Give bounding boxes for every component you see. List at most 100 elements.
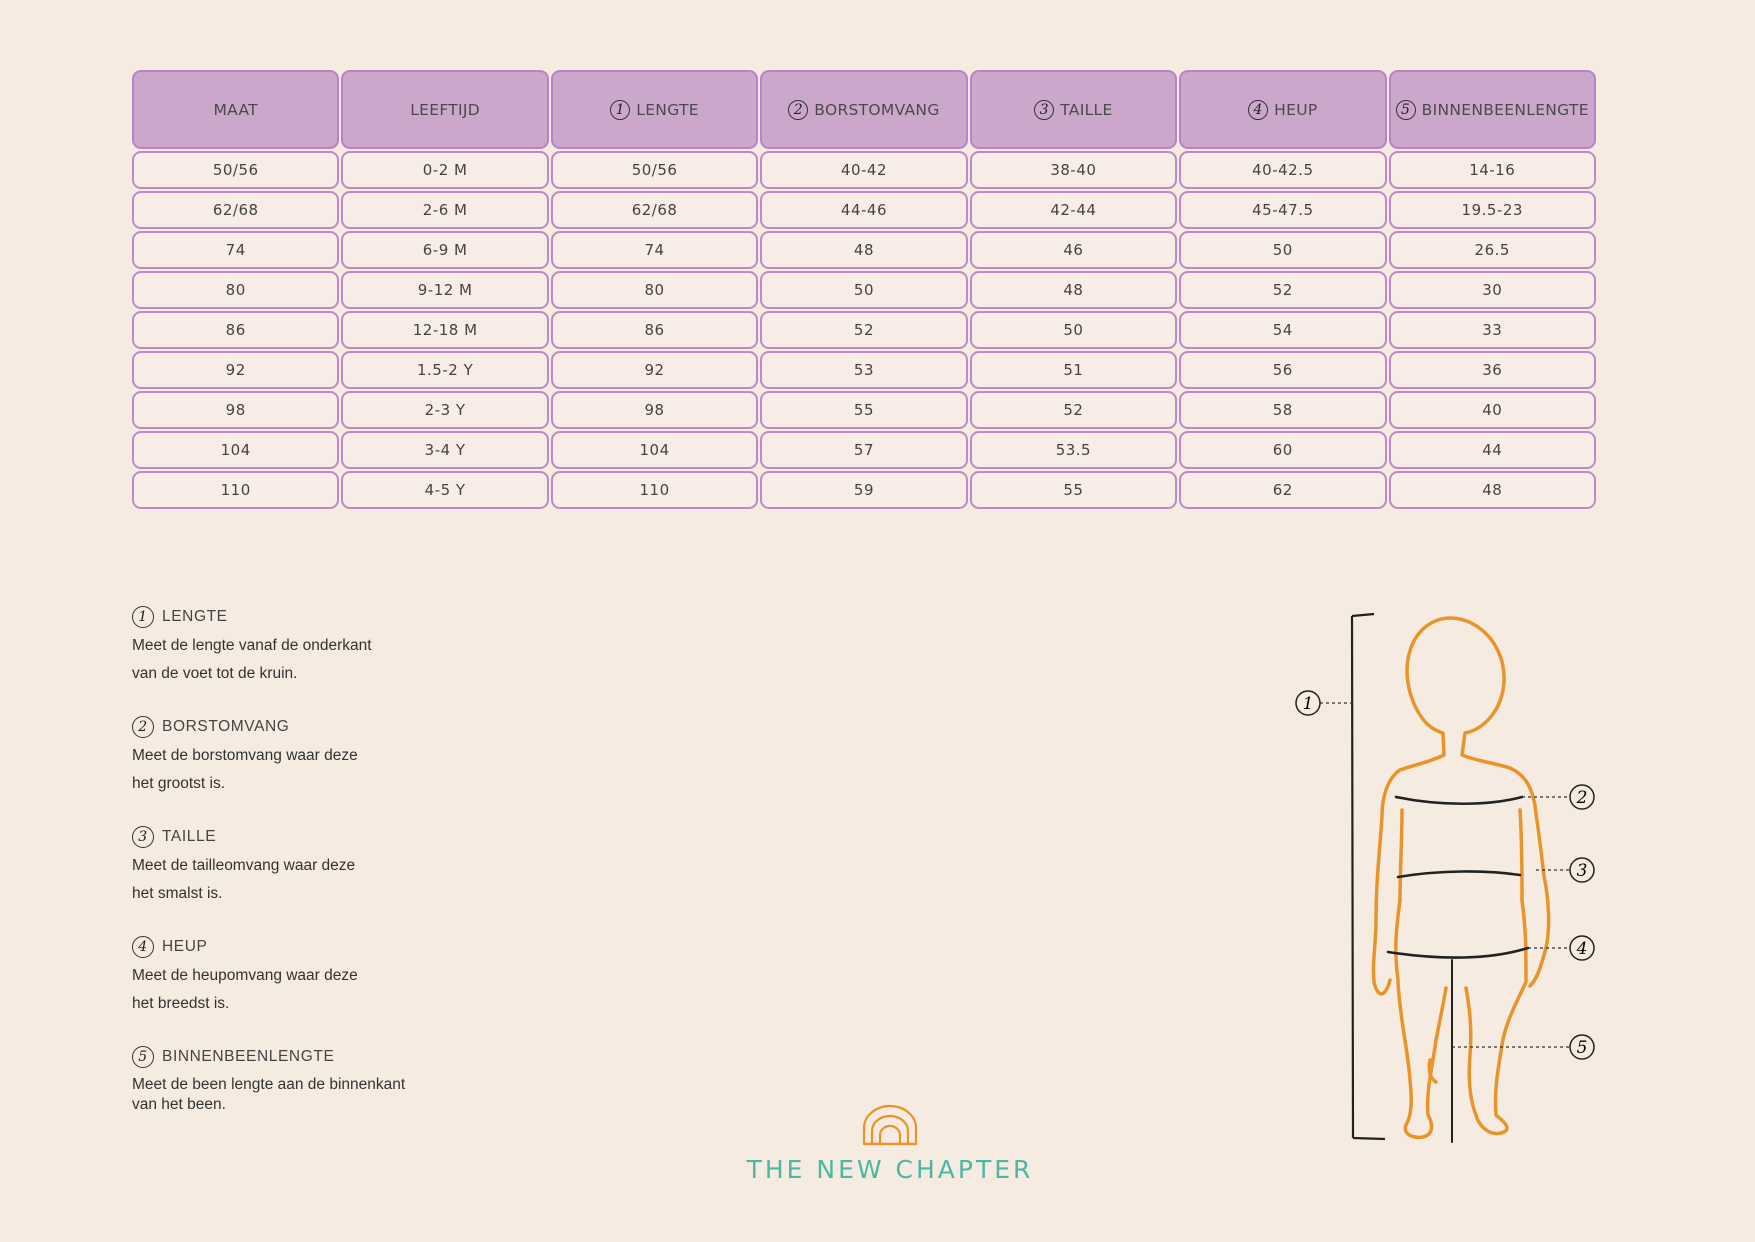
legend-title: 3 TAILLE [132, 825, 552, 849]
legend-item-taille: 3 TAILLE Meet de tailleomvang waar deze … [132, 825, 552, 908]
table-cell-binnenbeenlengte: 40 [1388, 391, 1596, 429]
legend-description: Meet de heupomvang waar deze het breedst… [132, 967, 358, 1012]
table-cell-taille: 42-44 [969, 191, 1178, 229]
header-cell-heup: 4 HEUP [1179, 70, 1387, 149]
table-cell-binnenbeenlengte: 44 [1388, 431, 1596, 469]
table-cell-lengte: 80 [550, 271, 759, 309]
legend-title: 1 LENGTE [132, 605, 552, 629]
table-cell-taille: 46 [969, 231, 1178, 269]
table-cell-maat: 50/56 [132, 151, 340, 189]
measurement-legend: 1 LENGTE Meet de lengte vanaf de onderka… [132, 605, 552, 1142]
header-label: LEEFTIJD [410, 100, 481, 119]
table-cell-maat: 62/68 [132, 191, 340, 229]
table-cell-lengte: 74 [550, 231, 759, 269]
table-cell-borstomvang: 59 [760, 471, 968, 509]
header-label: LENGTE [636, 100, 699, 119]
legend-title-text: HEUP [162, 938, 208, 955]
table-cell-leeftijd: 3-4 Y [341, 431, 549, 469]
number-1-badge: 1 [610, 99, 631, 120]
callout-label: 3 [1577, 861, 1588, 881]
legend-item-lengte: 1 LENGTE Meet de lengte vanaf de onderka… [132, 605, 552, 688]
table-cell-leeftijd: 4-5 Y [341, 471, 549, 509]
table-cell-borstomvang: 52 [760, 311, 968, 349]
table-cell-taille: 51 [969, 351, 1178, 389]
size-table: MAAT LEEFTIJD 1 LENGTE 2 BORSTOMVANG 3 T… [131, 69, 1597, 510]
table-row: 74 6-9 M 74 48 46 50 26.5 [131, 230, 1597, 270]
table-cell-maat: 110 [132, 471, 340, 509]
legend-description: Meet de tailleomvang waar deze het smals… [132, 857, 356, 902]
table-row: 104 3-4 Y 104 57 53.5 60 44 [131, 430, 1597, 470]
callout-4: 4 [1569, 935, 1595, 961]
table-cell-lengte: 98 [550, 391, 759, 429]
brand-name: THE NEW CHAPTER [746, 1155, 1034, 1184]
table-cell-heup: 50 [1179, 231, 1387, 269]
height-bracket [1350, 612, 1386, 1141]
table-cell-heup: 40-42.5 [1179, 151, 1387, 189]
table-cell-maat: 74 [132, 231, 340, 269]
table-cell-heup: 60 [1179, 431, 1387, 469]
table-row: 98 2-3 Y 98 55 52 58 40 [131, 390, 1597, 430]
table-cell-maat: 86 [132, 311, 340, 349]
table-cell-borstomvang: 57 [760, 431, 968, 469]
number-5-badge: 5 [132, 1046, 154, 1068]
table-cell-lengte: 50/56 [550, 151, 759, 189]
legend-title: 4 HEUP [132, 935, 552, 959]
table-cell-lengte: 86 [550, 311, 759, 349]
header-cell-leeftijd: LEEFTIJD [341, 70, 549, 149]
table-row: 80 9-12 M 80 50 48 52 30 [131, 270, 1597, 310]
table-row: 110 4-5 Y 110 59 55 62 48 [131, 470, 1597, 510]
rainbow-arch-icon [862, 1104, 918, 1146]
legend-description: Meet de borstomvang waar deze het groots… [132, 747, 358, 792]
table-cell-maat: 80 [132, 271, 340, 309]
number-3-badge: 3 [132, 826, 154, 848]
callout-label: 2 [1576, 788, 1588, 808]
table-cell-maat: 98 [132, 391, 340, 429]
table-cell-lengte: 110 [550, 471, 759, 509]
number-5-badge: 5 [1395, 99, 1416, 120]
table-cell-binnenbeenlengte: 48 [1388, 471, 1596, 509]
table-cell-leeftijd: 1.5-2 Y [341, 351, 549, 389]
table-cell-taille: 50 [969, 311, 1178, 349]
header-cell-binnenbeenlengte: 5 BINNENBEENLENGTE [1388, 70, 1596, 149]
table-row: 62/68 2-6 M 62/68 44-46 42-44 45-47.5 19.5-23 [131, 190, 1597, 230]
header-cell-taille: 3 TAILLE [969, 70, 1178, 149]
table-row: 92 1.5-2 Y 92 53 51 56 36 [131, 350, 1597, 390]
table-header-row: MAAT LEEFTIJD 1 LENGTE 2 BORSTOMVANG 3 T… [131, 69, 1597, 150]
table-cell-borstomvang: 50 [760, 271, 968, 309]
legend-description: Meet de been lengte aan de binnenkant va… [132, 1076, 406, 1113]
table-cell-leeftijd: 2-3 Y [341, 391, 549, 429]
legend-item-heup: 4 HEUP Meet de heupomvang waar deze het … [132, 935, 552, 1018]
table-cell-lengte: 104 [550, 431, 759, 469]
number-2-badge: 2 [788, 99, 809, 120]
table-row: 86 12-18 M 86 52 50 54 33 [131, 310, 1597, 350]
table-cell-lengte: 62/68 [550, 191, 759, 229]
number-4-badge: 4 [132, 936, 154, 958]
table-cell-leeftijd: 2-6 M [341, 191, 549, 229]
table-cell-borstomvang: 53 [760, 351, 968, 389]
table-cell-taille: 38-40 [969, 151, 1178, 189]
child-outline [1371, 616, 1551, 1140]
table-cell-borstomvang: 40-42 [760, 151, 968, 189]
child-measurement-figure: 1 2 3 4 5 [1295, 612, 1595, 1143]
table-cell-binnenbeenlengte: 26.5 [1388, 231, 1596, 269]
number-4-badge: 4 [1248, 99, 1269, 120]
header-cell-lengte: 1 LENGTE [550, 70, 759, 149]
legend-title: 5 BINNENBEENLENGTE [132, 1045, 552, 1069]
table-cell-borstomvang: 48 [760, 231, 968, 269]
legend-item-borstomvang: 2 BORSTOMVANG Meet de borstomvang waar d… [132, 715, 552, 798]
callout-5: 5 [1569, 1034, 1595, 1060]
table-cell-leeftijd: 12-18 M [341, 311, 549, 349]
callout-2: 2 [1569, 784, 1595, 810]
header-label: BORSTOMVANG [814, 100, 940, 119]
number-2-badge: 2 [132, 716, 154, 738]
callout-3: 3 [1569, 857, 1595, 883]
table-cell-heup: 62 [1179, 471, 1387, 509]
table-cell-borstomvang: 44-46 [760, 191, 968, 229]
legend-description: Meet de lengte vanaf de onderkant van de… [132, 637, 372, 682]
table-cell-heup: 56 [1179, 351, 1387, 389]
number-3-badge: 3 [1034, 99, 1055, 120]
header-cell-borstomvang: 2 BORSTOMVANG [760, 70, 968, 149]
table-cell-taille: 55 [969, 471, 1178, 509]
number-1-badge: 1 [132, 606, 154, 628]
table-cell-binnenbeenlengte: 14-16 [1388, 151, 1596, 189]
